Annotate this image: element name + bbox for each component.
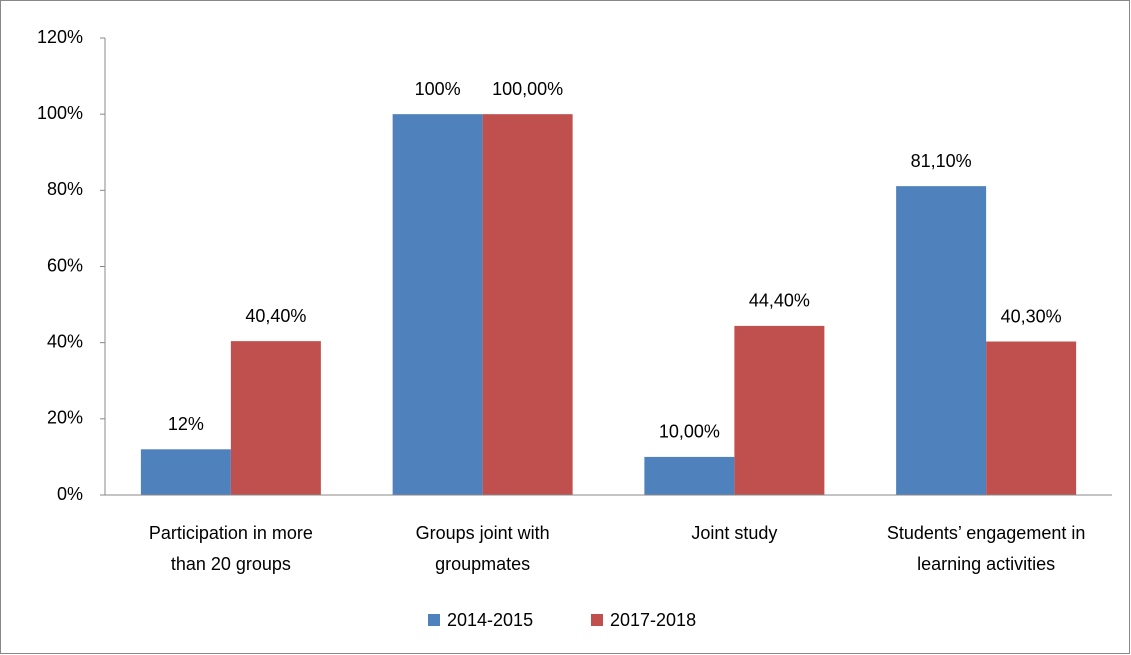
bar bbox=[392, 114, 483, 496]
data-label: 81,10% bbox=[911, 151, 972, 171]
y-tick-label: 80% bbox=[47, 179, 83, 199]
x-tick-label: Joint study bbox=[691, 523, 778, 543]
y-tick-label: 40% bbox=[47, 331, 83, 351]
data-label: 10,00% bbox=[659, 422, 720, 442]
y-tick-label: 120% bbox=[37, 27, 83, 47]
x-tick-label: Participation in more than 20 groups bbox=[148, 523, 313, 574]
y-tick-label: 60% bbox=[47, 255, 83, 275]
data-label: 12% bbox=[168, 414, 204, 434]
data-label: 44,40% bbox=[749, 291, 810, 311]
bar bbox=[986, 341, 1077, 495]
legend-label: 2017-2018 bbox=[610, 610, 696, 630]
bar bbox=[896, 186, 987, 495]
x-tick-label: Students’ engagement in learning activit… bbox=[886, 523, 1086, 574]
y-tick-label: 0% bbox=[57, 484, 83, 504]
data-label: 100% bbox=[415, 79, 461, 99]
data-label: 40,40% bbox=[245, 306, 306, 326]
x-tick-label: Groups joint with groupmates bbox=[415, 523, 550, 574]
y-tick-label: 20% bbox=[47, 408, 83, 428]
data-label: 40,30% bbox=[1001, 306, 1062, 326]
bar bbox=[230, 341, 321, 495]
y-tick-label: 100% bbox=[37, 103, 83, 123]
bar bbox=[644, 456, 735, 495]
legend-swatch bbox=[428, 614, 440, 626]
bar bbox=[734, 325, 825, 495]
bar bbox=[140, 449, 231, 495]
legend-swatch bbox=[591, 614, 603, 626]
data-label: 100,00% bbox=[492, 79, 563, 99]
legend-label: 2014-2015 bbox=[447, 610, 533, 630]
bar bbox=[482, 114, 573, 496]
